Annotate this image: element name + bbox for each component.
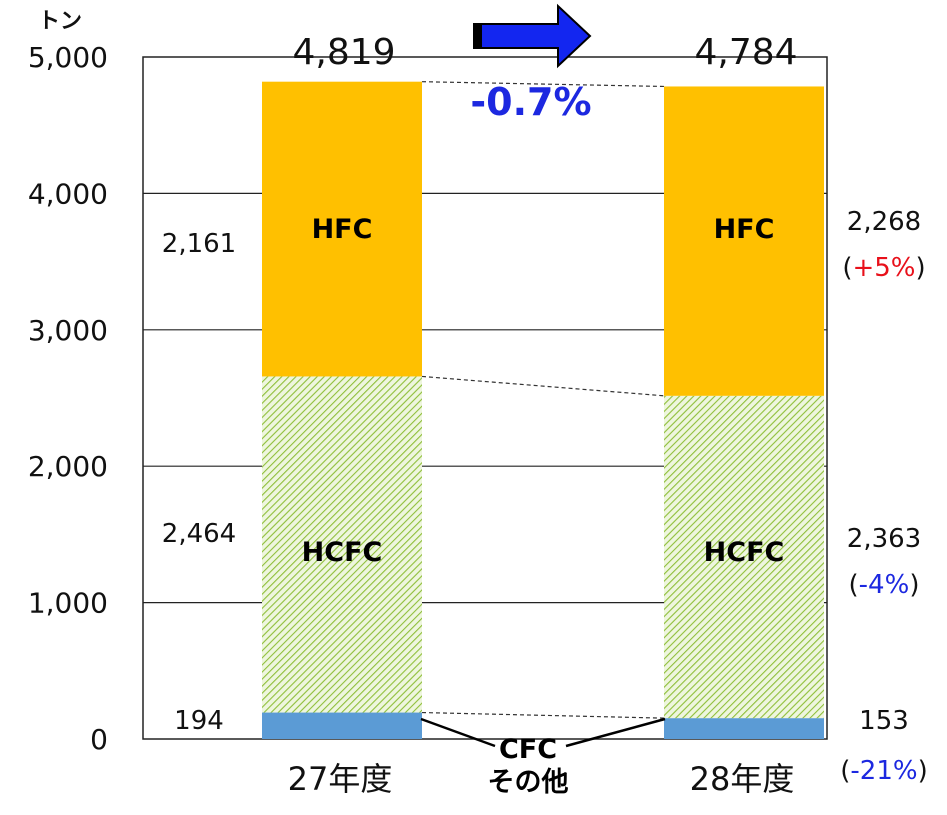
cfc-callout: CFC その他 — [420, 717, 666, 798]
category-label: 28年度 — [690, 760, 795, 798]
total-labels: 4,819 4,784 — [292, 32, 797, 73]
total-label: 4,819 — [292, 32, 395, 73]
segment-label: HFC — [714, 214, 775, 245]
connector-line — [421, 711, 665, 719]
connector-line — [421, 81, 665, 88]
change-label: (+5%) — [842, 253, 925, 283]
bar-segment — [262, 376, 422, 713]
arrow-icon — [473, 3, 592, 69]
y-tick-label: 1,000 — [28, 587, 108, 620]
plot-area-frame — [142, 56, 828, 740]
change-arrow — [473, 3, 592, 69]
change-label: (-21%) — [840, 756, 927, 786]
category-labels: 27年度 28年度 — [288, 760, 795, 798]
y-unit-label: トン — [38, 9, 82, 34]
y-tick-label: 4,000 — [28, 177, 108, 210]
category-label: 27年度 — [288, 760, 393, 798]
total-change-label: -0.7% — [470, 80, 591, 124]
y-tick-label: 3,000 — [28, 314, 108, 347]
segment-label: HCFC — [302, 537, 383, 568]
value-label: 2,363 — [847, 524, 921, 554]
bars — [262, 81, 824, 739]
bar-segment — [262, 712, 422, 739]
connector-lines — [421, 81, 665, 719]
segment-label: HFC — [312, 214, 373, 245]
segment-labels: HCFC HCFC HFC HFC — [302, 214, 785, 568]
y-tick-label: 0 — [90, 723, 108, 756]
total-label: 4,784 — [694, 32, 797, 73]
value-labels: 194 2,464 2,161 153 2,363 2,268 (-21%) (-4%) (+5… — [162, 207, 928, 786]
connector-line — [421, 375, 665, 397]
callout-line-left — [420, 717, 496, 748]
bar-segment — [262, 81, 422, 377]
value-label: 194 — [174, 706, 224, 736]
bar-segment — [664, 86, 824, 396]
y-axis-ticks: 0 1,000 2,000 3,000 4,000 5,000 — [28, 41, 108, 756]
callout-label-line2: その他 — [488, 767, 569, 798]
y-tick-label: 5,000 — [28, 41, 108, 74]
bar-segment — [664, 718, 824, 739]
segment-label: HCFC — [704, 537, 785, 568]
callout-label-line1: CFC — [499, 734, 557, 765]
y-tick-label: 2,000 — [28, 450, 108, 483]
change-label: (-4%) — [849, 570, 920, 600]
callout-line-right — [565, 717, 666, 748]
value-label: 2,268 — [847, 207, 921, 237]
bar-segment — [664, 395, 824, 719]
value-label: 2,161 — [162, 229, 236, 259]
value-label: 2,464 — [162, 519, 236, 549]
value-label: 153 — [859, 706, 909, 736]
arrow-tail-shade — [474, 24, 482, 48]
